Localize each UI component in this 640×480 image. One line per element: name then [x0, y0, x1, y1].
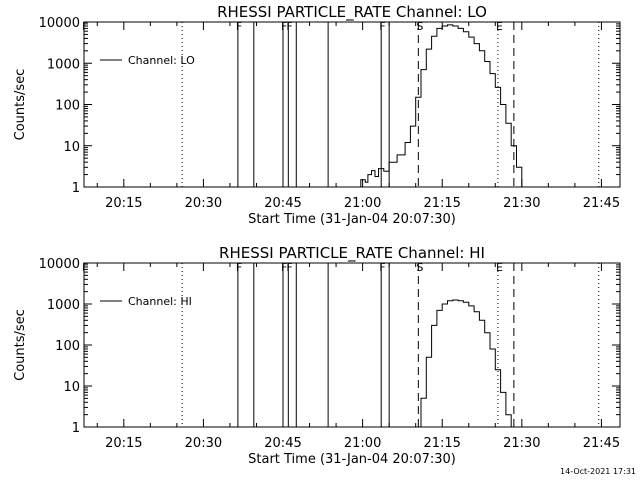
flag-label: F [286, 261, 292, 274]
flag-label: F [379, 20, 385, 33]
y-tick-label: 1 [72, 181, 80, 196]
plot-frame [83, 262, 621, 428]
y-axis-label: Counts/sec [13, 69, 28, 141]
flag-label: F [281, 261, 287, 274]
y-tick-label: 1 [72, 421, 80, 436]
series-line [418, 299, 512, 428]
y-tick-label: 100 [55, 339, 80, 354]
x-axis-label: Start Time (31-Jan-04 20:07:30) [248, 212, 456, 227]
y-axis-label: Counts/sec [13, 309, 28, 381]
x-tick-label: 20:30 [185, 436, 222, 451]
flag-label: F [236, 261, 242, 274]
flag-label: F [82, 20, 88, 33]
chart-title: RHESSI PARTICLE_RATE Channel: HI [219, 244, 485, 263]
x-tick-label: 21:00 [344, 436, 381, 451]
flag-label: F [236, 20, 242, 33]
flag-label: F [281, 20, 287, 33]
series-line [357, 24, 523, 188]
x-tick-label: 21:45 [583, 196, 620, 211]
y-tick-label: 10000 [39, 16, 80, 31]
x-tick-label: 21:30 [503, 436, 540, 451]
x-tick-label: 21:15 [423, 196, 460, 211]
x-tick-label: 20:45 [264, 436, 301, 451]
x-tick-label: 21:15 [423, 436, 460, 451]
flag-label: E [496, 20, 503, 33]
flag-label: E [496, 261, 503, 274]
flag-label: F [379, 261, 385, 274]
flag-label: F [286, 20, 292, 33]
flag-label: F [82, 261, 88, 274]
panel-lo: RHESSI PARTICLE_RATE Channel: LO 1 10 100 10… [13, 3, 621, 227]
flag-label: S [416, 20, 423, 33]
x-tick-label: 21:00 [344, 196, 381, 211]
y-tick-label: 1000 [47, 57, 80, 72]
timestamp: 14-Oct-2021 17:31 [560, 467, 636, 476]
x-tick-label: 20:15 [105, 196, 142, 211]
y-tick-label: 10 [63, 140, 80, 155]
flag-label: S [416, 261, 423, 274]
x-axis-label: Start Time (31-Jan-04 20:07:30) [248, 452, 456, 467]
x-tick-label: 20:15 [105, 436, 142, 451]
x-tick-label: 20:30 [185, 196, 222, 211]
panel-hi: RHESSI PARTICLE_RATE Channel: HI 1 10 100 10… [13, 244, 621, 467]
x-tick-label: 20:45 [264, 196, 301, 211]
x-tick-label: 21:30 [503, 196, 540, 211]
x-tick-label: 21:45 [583, 436, 620, 451]
y-tick-label: 10 [63, 380, 80, 395]
y-tick-label: 100 [55, 99, 80, 114]
legend-entry: Channel: HI [128, 295, 192, 308]
y-tick-label: 1000 [47, 298, 80, 313]
legend-entry: Channel: LO [128, 54, 195, 67]
chart-title: RHESSI PARTICLE_RATE Channel: LO [217, 3, 487, 22]
plot-frame [83, 21, 621, 188]
y-tick-label: 10000 [39, 257, 80, 272]
